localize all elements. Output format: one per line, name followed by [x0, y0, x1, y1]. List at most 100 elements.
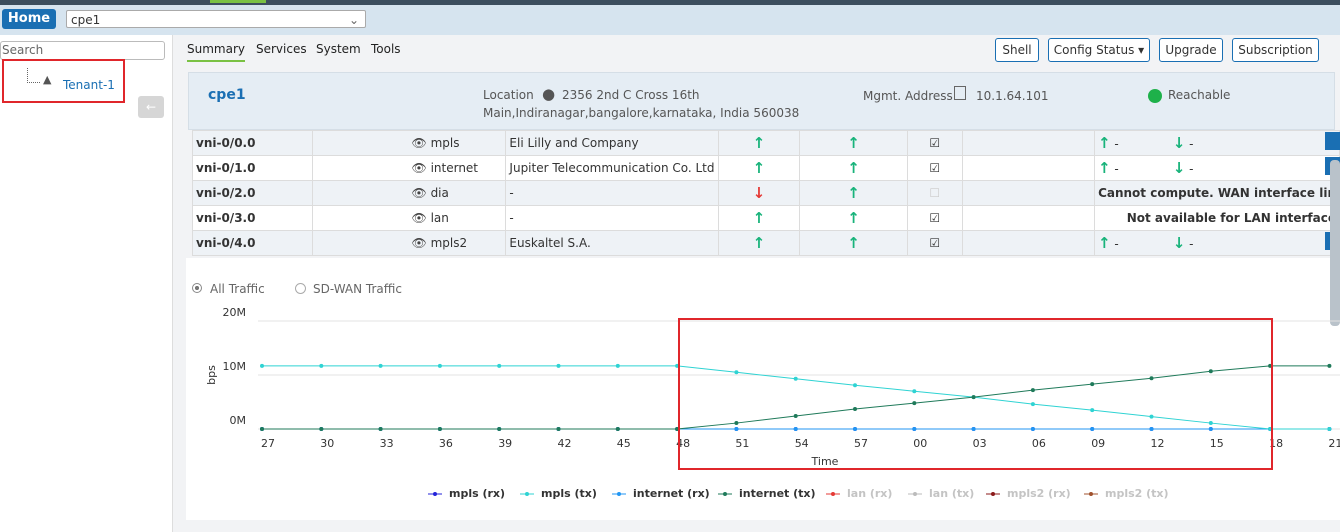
action-button[interactable]: Upgrade	[1159, 38, 1223, 62]
x-tick-label: 36	[439, 437, 453, 450]
location-line: Main,Indiranagar,bangalore,karnataka, In…	[483, 106, 800, 120]
cell-text: internet	[430, 161, 479, 175]
tab[interactable]: Services	[256, 42, 307, 56]
action-button[interactable]: Subscription	[1232, 38, 1319, 62]
data-point	[378, 427, 383, 431]
x-tick-label: 42	[558, 437, 572, 450]
radio-label[interactable]: All Traffic	[210, 282, 265, 296]
x-tick-label: 45	[617, 437, 631, 450]
legend-swatch	[991, 492, 995, 496]
legend-label: lan (rx)	[847, 487, 892, 500]
data-point	[1090, 382, 1095, 387]
cell: ☑	[906, 230, 963, 256]
radio-checked[interactable]	[192, 283, 202, 293]
data-point	[1208, 421, 1213, 426]
cell: ☑	[906, 205, 963, 231]
cell	[961, 180, 1096, 206]
x-tick-label: 00	[913, 437, 927, 450]
legend-swatch	[723, 492, 727, 496]
device-select[interactable]: cpe1 ⌄	[66, 10, 366, 28]
mgmt-address: 10.1.64.101	[976, 89, 1049, 103]
cell-text: dia	[430, 186, 449, 200]
legend-label: mpls2 (tx)	[1105, 487, 1169, 500]
x-axis-title: Time	[811, 455, 839, 468]
data-point	[260, 363, 264, 368]
data-point	[1030, 427, 1035, 431]
legend-label: mpls2 (rx)	[1007, 487, 1071, 500]
tenant-icon: ▲	[43, 73, 52, 86]
data-point	[615, 427, 620, 431]
data-point	[734, 370, 739, 375]
data-point	[912, 401, 917, 406]
cell: 👁 mpls2	[311, 230, 507, 256]
cell-text: -	[1189, 137, 1194, 151]
collapse-button[interactable]: ←	[138, 96, 164, 118]
data-point	[615, 363, 620, 368]
data-point	[793, 376, 798, 381]
tenant-node[interactable]: Tenant-1	[63, 78, 115, 92]
cell: -	[505, 180, 719, 206]
cell: vni-0/3.0	[192, 205, 313, 231]
x-tick-label: 12	[1151, 437, 1165, 450]
data-point	[437, 427, 442, 431]
device-title: cpe1	[208, 87, 246, 103]
legend-swatch	[433, 492, 437, 496]
data-point	[497, 427, 502, 431]
y-tick-label: 10M	[223, 360, 247, 373]
data-point	[912, 427, 917, 431]
radio[interactable]	[295, 283, 306, 294]
row-button[interactable]	[1325, 132, 1340, 150]
legend-label: mpls (tx)	[541, 487, 597, 500]
cell: ↑ - ↓ -	[1094, 155, 1340, 181]
cell: 👁 dia	[311, 180, 507, 206]
data-point	[437, 363, 442, 368]
data-point	[319, 427, 324, 431]
action-label: Config Status	[1053, 43, 1135, 57]
home-button[interactable]: Home	[2, 9, 56, 29]
scrollbar[interactable]	[1330, 160, 1340, 326]
tab[interactable]: Summary	[187, 42, 245, 62]
action-button[interactable]: Config Status ▾	[1048, 38, 1150, 62]
device-name: cpe1	[71, 13, 101, 27]
x-tick-label: 09	[1091, 437, 1105, 450]
legend-label: internet (tx)	[739, 487, 816, 500]
data-point	[912, 389, 917, 394]
radio-label[interactable]: SD-WAN Traffic	[313, 282, 402, 296]
traffic-panel	[186, 258, 1340, 520]
cell: ↑	[799, 155, 908, 181]
y-axis-title: bps	[205, 365, 218, 385]
tab[interactable]: Tools	[371, 42, 401, 56]
cell-text: mpls2	[430, 236, 468, 250]
data-point	[1149, 414, 1154, 419]
legend-swatch	[525, 492, 529, 496]
status-dot	[1148, 89, 1162, 103]
cell-text: mpls	[430, 136, 460, 150]
data-point	[556, 363, 561, 368]
data-point	[793, 414, 798, 419]
x-tick-label: 21	[1328, 437, 1340, 450]
cell	[961, 155, 1096, 181]
legend-label: lan (tx)	[929, 487, 974, 500]
cell: Not available for LAN interface	[1094, 205, 1340, 231]
highlight-box	[2, 59, 125, 103]
mgmt-icon	[954, 86, 966, 100]
cell-text: -	[1189, 237, 1194, 251]
data-point	[734, 421, 739, 426]
cell: ☑	[906, 155, 963, 181]
data-point	[853, 427, 857, 431]
data-point	[1090, 427, 1095, 431]
data-point	[734, 427, 739, 431]
cell: 👁 mpls	[311, 130, 507, 156]
data-point	[971, 427, 976, 431]
cell: ↑	[799, 230, 908, 256]
data-point	[556, 427, 561, 431]
action-button[interactable]: Shell	[995, 38, 1039, 62]
cell: Cannot compute. WAN interface lin	[1094, 180, 1340, 206]
tab[interactable]: System	[316, 42, 361, 56]
top-strip	[0, 0, 1340, 5]
legend-swatch	[1089, 492, 1093, 496]
cell: ↑	[717, 205, 801, 231]
data-point	[1327, 427, 1332, 431]
x-tick-label: 51	[735, 437, 749, 450]
